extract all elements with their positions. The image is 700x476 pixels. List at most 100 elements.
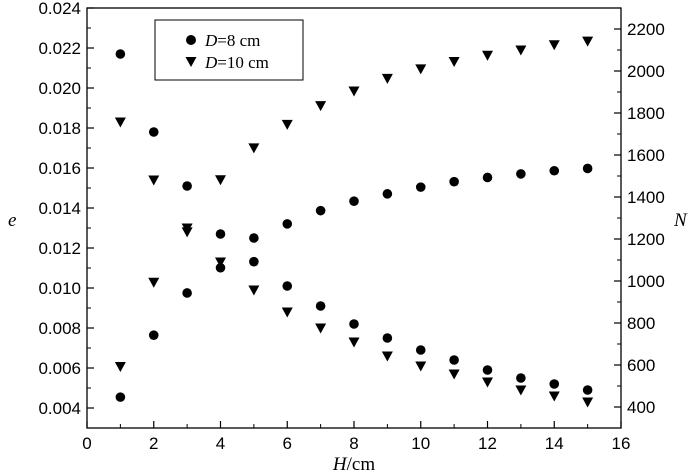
- scatter-point: [449, 355, 459, 365]
- legend-label-d10-var: D: [204, 53, 218, 72]
- scatter-point: [582, 163, 593, 174]
- legend-label-d10: D=10 cm: [204, 53, 269, 72]
- scatter-point: [382, 333, 393, 343]
- scatter-point: [582, 397, 594, 408]
- scatter-point: [282, 219, 293, 229]
- y-right-tick-label: 800: [627, 314, 655, 333]
- x-axis-title-var: H: [332, 454, 348, 475]
- x-axis-title: H/cm: [332, 454, 375, 475]
- scatter-point: [182, 181, 192, 191]
- scatter-point: [382, 189, 393, 199]
- legend: D=8 cm D=10 cm: [154, 19, 304, 81]
- scatter-point: [148, 277, 160, 288]
- y-right-tick-label: 400: [627, 398, 655, 417]
- scatter-point: [515, 385, 527, 396]
- y-right-axis-title: N: [673, 210, 688, 231]
- scatter-point: [248, 143, 260, 154]
- scatter-point: [249, 256, 259, 267]
- y-left-tick-label: 0.010: [38, 279, 81, 298]
- scatter-point: [516, 373, 526, 383]
- y-right-tick-label: 1000: [627, 272, 665, 291]
- y-left-axis-title: e: [8, 210, 16, 231]
- scatter-point: [381, 351, 393, 362]
- scatter-point: [182, 288, 192, 298]
- scatter-point: [282, 281, 293, 291]
- scatter-point: [315, 101, 327, 112]
- scatter-point: [381, 73, 393, 84]
- scatter-point: [215, 175, 226, 186]
- scatter-point: [348, 337, 360, 348]
- axis-tick-labels: 0 2 4 6 8 10 12 14 16 0.004 0.006 0.008 0.010 0.012 0.…: [38, 0, 664, 453]
- scatter-point: [415, 361, 427, 372]
- scatter-point: [448, 369, 460, 380]
- x-tick-label: 10: [411, 434, 430, 453]
- scatter-point: [115, 392, 126, 402]
- x-tick-label: 16: [612, 434, 631, 453]
- scatter-point: [582, 36, 594, 47]
- y-right-tick-label: 600: [627, 356, 655, 375]
- scatter-point: [215, 262, 226, 273]
- scatter-point: [215, 257, 226, 268]
- x-tick-label: 4: [216, 434, 225, 453]
- y-right-tick-label: 2000: [627, 62, 665, 81]
- scatter-point: [249, 233, 259, 243]
- scatter-point: [482, 377, 493, 388]
- scatter-point: [315, 205, 326, 216]
- legend-label-d8-var: D: [204, 31, 218, 50]
- scatter-point: [448, 57, 460, 68]
- scatter-point: [549, 165, 560, 176]
- x-tick-label: 12: [478, 434, 497, 453]
- y-left-tick-label: 0.020: [38, 79, 81, 98]
- legend-label-d10-rest: =10 cm: [217, 53, 269, 72]
- scatter-point: [415, 182, 426, 192]
- scatter-point: [281, 307, 293, 318]
- x-tick-label: 6: [283, 434, 292, 453]
- scatter-point: [148, 330, 159, 340]
- scatter-point: [482, 172, 493, 183]
- scatter-point: [148, 127, 159, 137]
- scatter-point: [549, 379, 560, 389]
- legend-box: [154, 19, 304, 81]
- legend-label-d8-rest: =8 cm: [217, 31, 260, 50]
- x-tick-label: 14: [545, 434, 564, 453]
- y-right-tick-label: 1200: [627, 230, 665, 249]
- scatter-point: [349, 196, 359, 206]
- scatter-point: [415, 345, 426, 355]
- y-left-tick-label: 0.014: [38, 199, 81, 218]
- scatter-point: [115, 49, 126, 59]
- scatter-point: [114, 117, 126, 128]
- legend-marker-triangle: [185, 57, 197, 67]
- x-tick-label: 0: [82, 434, 91, 453]
- scatter-point: [516, 169, 526, 179]
- scatter-point: [349, 319, 359, 329]
- y-left-tick-label: 0.022: [38, 39, 81, 58]
- x-tick-label: 8: [349, 434, 358, 453]
- scatter-point: [449, 176, 459, 187]
- scatter-point: [181, 227, 193, 238]
- scatter-point: [482, 50, 493, 61]
- scatter-point: [482, 365, 493, 375]
- legend-label-d8: D=8 cm: [204, 31, 260, 50]
- legend-marker-circle: [186, 35, 196, 45]
- y-right-tick-label: 1400: [627, 188, 665, 207]
- y-left-tick-label: 0.018: [38, 119, 81, 138]
- scatter-point: [114, 361, 126, 372]
- data-marks: [114, 36, 594, 408]
- axis-ticks: [86, 7, 622, 429]
- scatter-point: [415, 64, 427, 75]
- y-left-tick-label: 0.016: [38, 159, 81, 178]
- scatter-point: [548, 391, 560, 402]
- y-left-tick-label: 0.008: [38, 319, 81, 338]
- y-left-tick-label: 0.024: [38, 0, 81, 18]
- scatter-point: [248, 285, 260, 296]
- scatter-point: [348, 86, 360, 97]
- y-left-tick-label: 0.004: [38, 399, 81, 418]
- scatter-point: [315, 323, 327, 334]
- y-right-tick-label: 1800: [627, 104, 665, 123]
- scatter-point: [281, 119, 293, 130]
- y-right-tick-label: 2200: [627, 20, 665, 39]
- y-right-tick-label: 1600: [627, 146, 665, 165]
- scatter-point: [148, 175, 160, 186]
- scatter-point: [515, 45, 527, 56]
- y-left-tick-label: 0.012: [38, 239, 81, 258]
